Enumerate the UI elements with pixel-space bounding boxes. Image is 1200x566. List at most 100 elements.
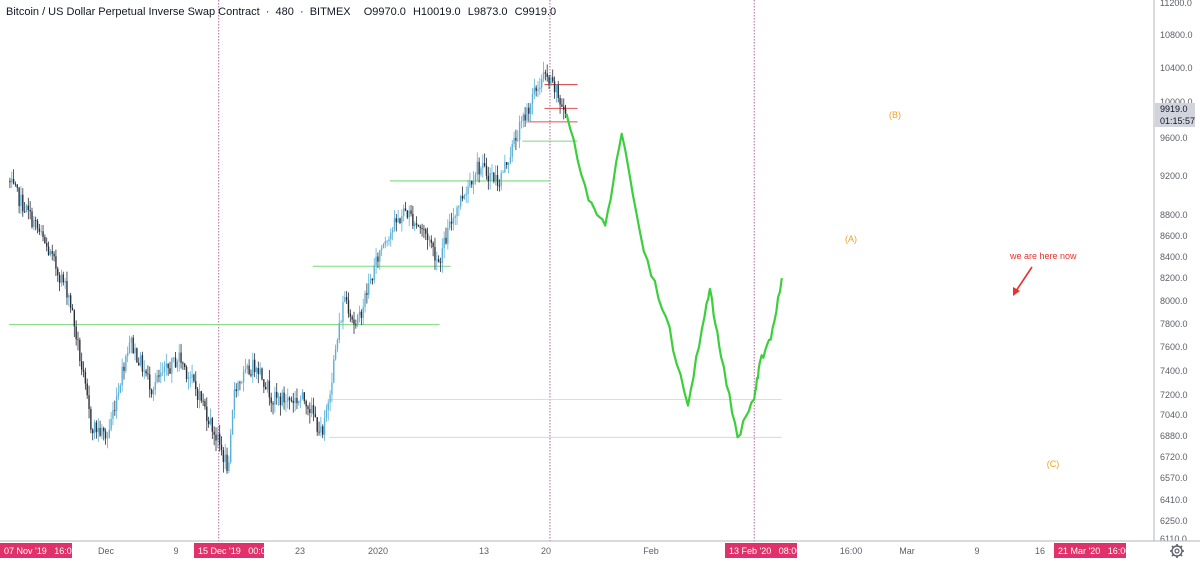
- candle: [391, 226, 394, 241]
- candle: [344, 291, 346, 303]
- candle: [9, 177, 11, 189]
- candle: [55, 249, 57, 277]
- candle: [163, 360, 166, 382]
- candle: [220, 436, 223, 456]
- candle: [285, 394, 287, 412]
- candle: [149, 366, 151, 398]
- current-price-badge: [1155, 103, 1195, 115]
- separator-dot: ·: [300, 6, 304, 18]
- candle: [452, 207, 455, 231]
- candle: [496, 165, 499, 192]
- candle: [515, 129, 517, 151]
- candle: [539, 77, 541, 95]
- candle: [259, 362, 261, 376]
- candle: [314, 406, 317, 418]
- candle: [287, 388, 289, 409]
- candle: [402, 204, 405, 222]
- candle: [215, 427, 217, 452]
- candle: [491, 163, 493, 181]
- countdown-badge: [1155, 115, 1195, 127]
- candle: [77, 331, 79, 351]
- candle: [126, 346, 129, 363]
- candle: [390, 228, 392, 247]
- candle: [200, 390, 202, 404]
- countdown-text: 01:15:57: [1160, 116, 1195, 126]
- candle: [397, 209, 399, 223]
- candle: [158, 369, 160, 383]
- candle: [86, 378, 88, 399]
- candle: [288, 396, 291, 410]
- candle: [250, 369, 252, 378]
- candle: [441, 238, 444, 273]
- candle: [213, 426, 215, 446]
- candle: [95, 420, 98, 439]
- candle: [327, 399, 329, 421]
- candle: [195, 371, 197, 397]
- candle: [356, 313, 359, 328]
- candle: [533, 78, 536, 100]
- price-tick: 8800.0: [1160, 210, 1188, 220]
- candle: [329, 390, 331, 411]
- price-tick: 6720.0: [1160, 452, 1188, 462]
- time-tick: 16:00: [840, 546, 863, 556]
- candle: [494, 165, 497, 186]
- candle: [443, 231, 445, 259]
- time-tick: 23: [295, 546, 305, 556]
- candle: [322, 424, 324, 439]
- interval: 480: [276, 6, 294, 18]
- candle: [143, 360, 145, 380]
- candle: [184, 362, 186, 370]
- candle: [172, 357, 175, 363]
- candle: [342, 295, 344, 330]
- candle: [136, 347, 138, 363]
- time-badge-start-text: 07 Nov '19 16:00: [4, 546, 77, 556]
- candle: [461, 186, 464, 202]
- candle: [557, 80, 559, 103]
- candle: [231, 409, 234, 435]
- time-tick: 13: [479, 546, 489, 556]
- candle: [147, 365, 149, 380]
- candle: [268, 370, 271, 406]
- candle: [12, 169, 15, 185]
- candle: [270, 392, 272, 413]
- time-axis[interactable]: Dec 9 23 2020 13 20 Feb 16:00 Mar 9 16 0…: [0, 540, 1200, 561]
- candle: [401, 209, 403, 232]
- candle: [362, 298, 364, 325]
- projection-line[interactable]: [565, 113, 783, 439]
- price-tick: 10000.0: [1160, 97, 1193, 107]
- candle: [246, 363, 248, 374]
- candle: [340, 319, 342, 324]
- candle: [544, 69, 547, 81]
- price-tick: 7400.0: [1160, 366, 1188, 376]
- candle: [526, 103, 528, 124]
- candle: [99, 420, 101, 437]
- candle: [209, 408, 212, 426]
- price-axis[interactable]: 11200.0 10800.0 10400.0 10000.0 9600.0 9…: [1153, 0, 1200, 544]
- candle: [349, 309, 352, 323]
- candle: [272, 401, 274, 415]
- price-tick: 10400.0: [1160, 63, 1193, 73]
- candle: [555, 84, 558, 103]
- candle: [298, 400, 300, 406]
- gear-icon[interactable]: [1170, 544, 1184, 558]
- time-axis-background: [0, 541, 1200, 561]
- vertical-markers: [218, 0, 755, 541]
- candle: [239, 380, 241, 391]
- candle: [169, 361, 171, 375]
- candle: [279, 392, 282, 416]
- last-candle[interactable]: [564, 104, 567, 118]
- ohlc-open: O9970.0: [364, 6, 406, 18]
- candle: [196, 387, 199, 408]
- candle: [60, 269, 63, 287]
- candle: [218, 424, 221, 452]
- candle: [165, 353, 168, 376]
- candle: [241, 380, 243, 385]
- candle: [393, 210, 396, 232]
- candle: [469, 172, 471, 189]
- candle: [14, 181, 17, 187]
- candle: [167, 363, 169, 376]
- candle: [290, 396, 293, 403]
- candle: [513, 131, 515, 148]
